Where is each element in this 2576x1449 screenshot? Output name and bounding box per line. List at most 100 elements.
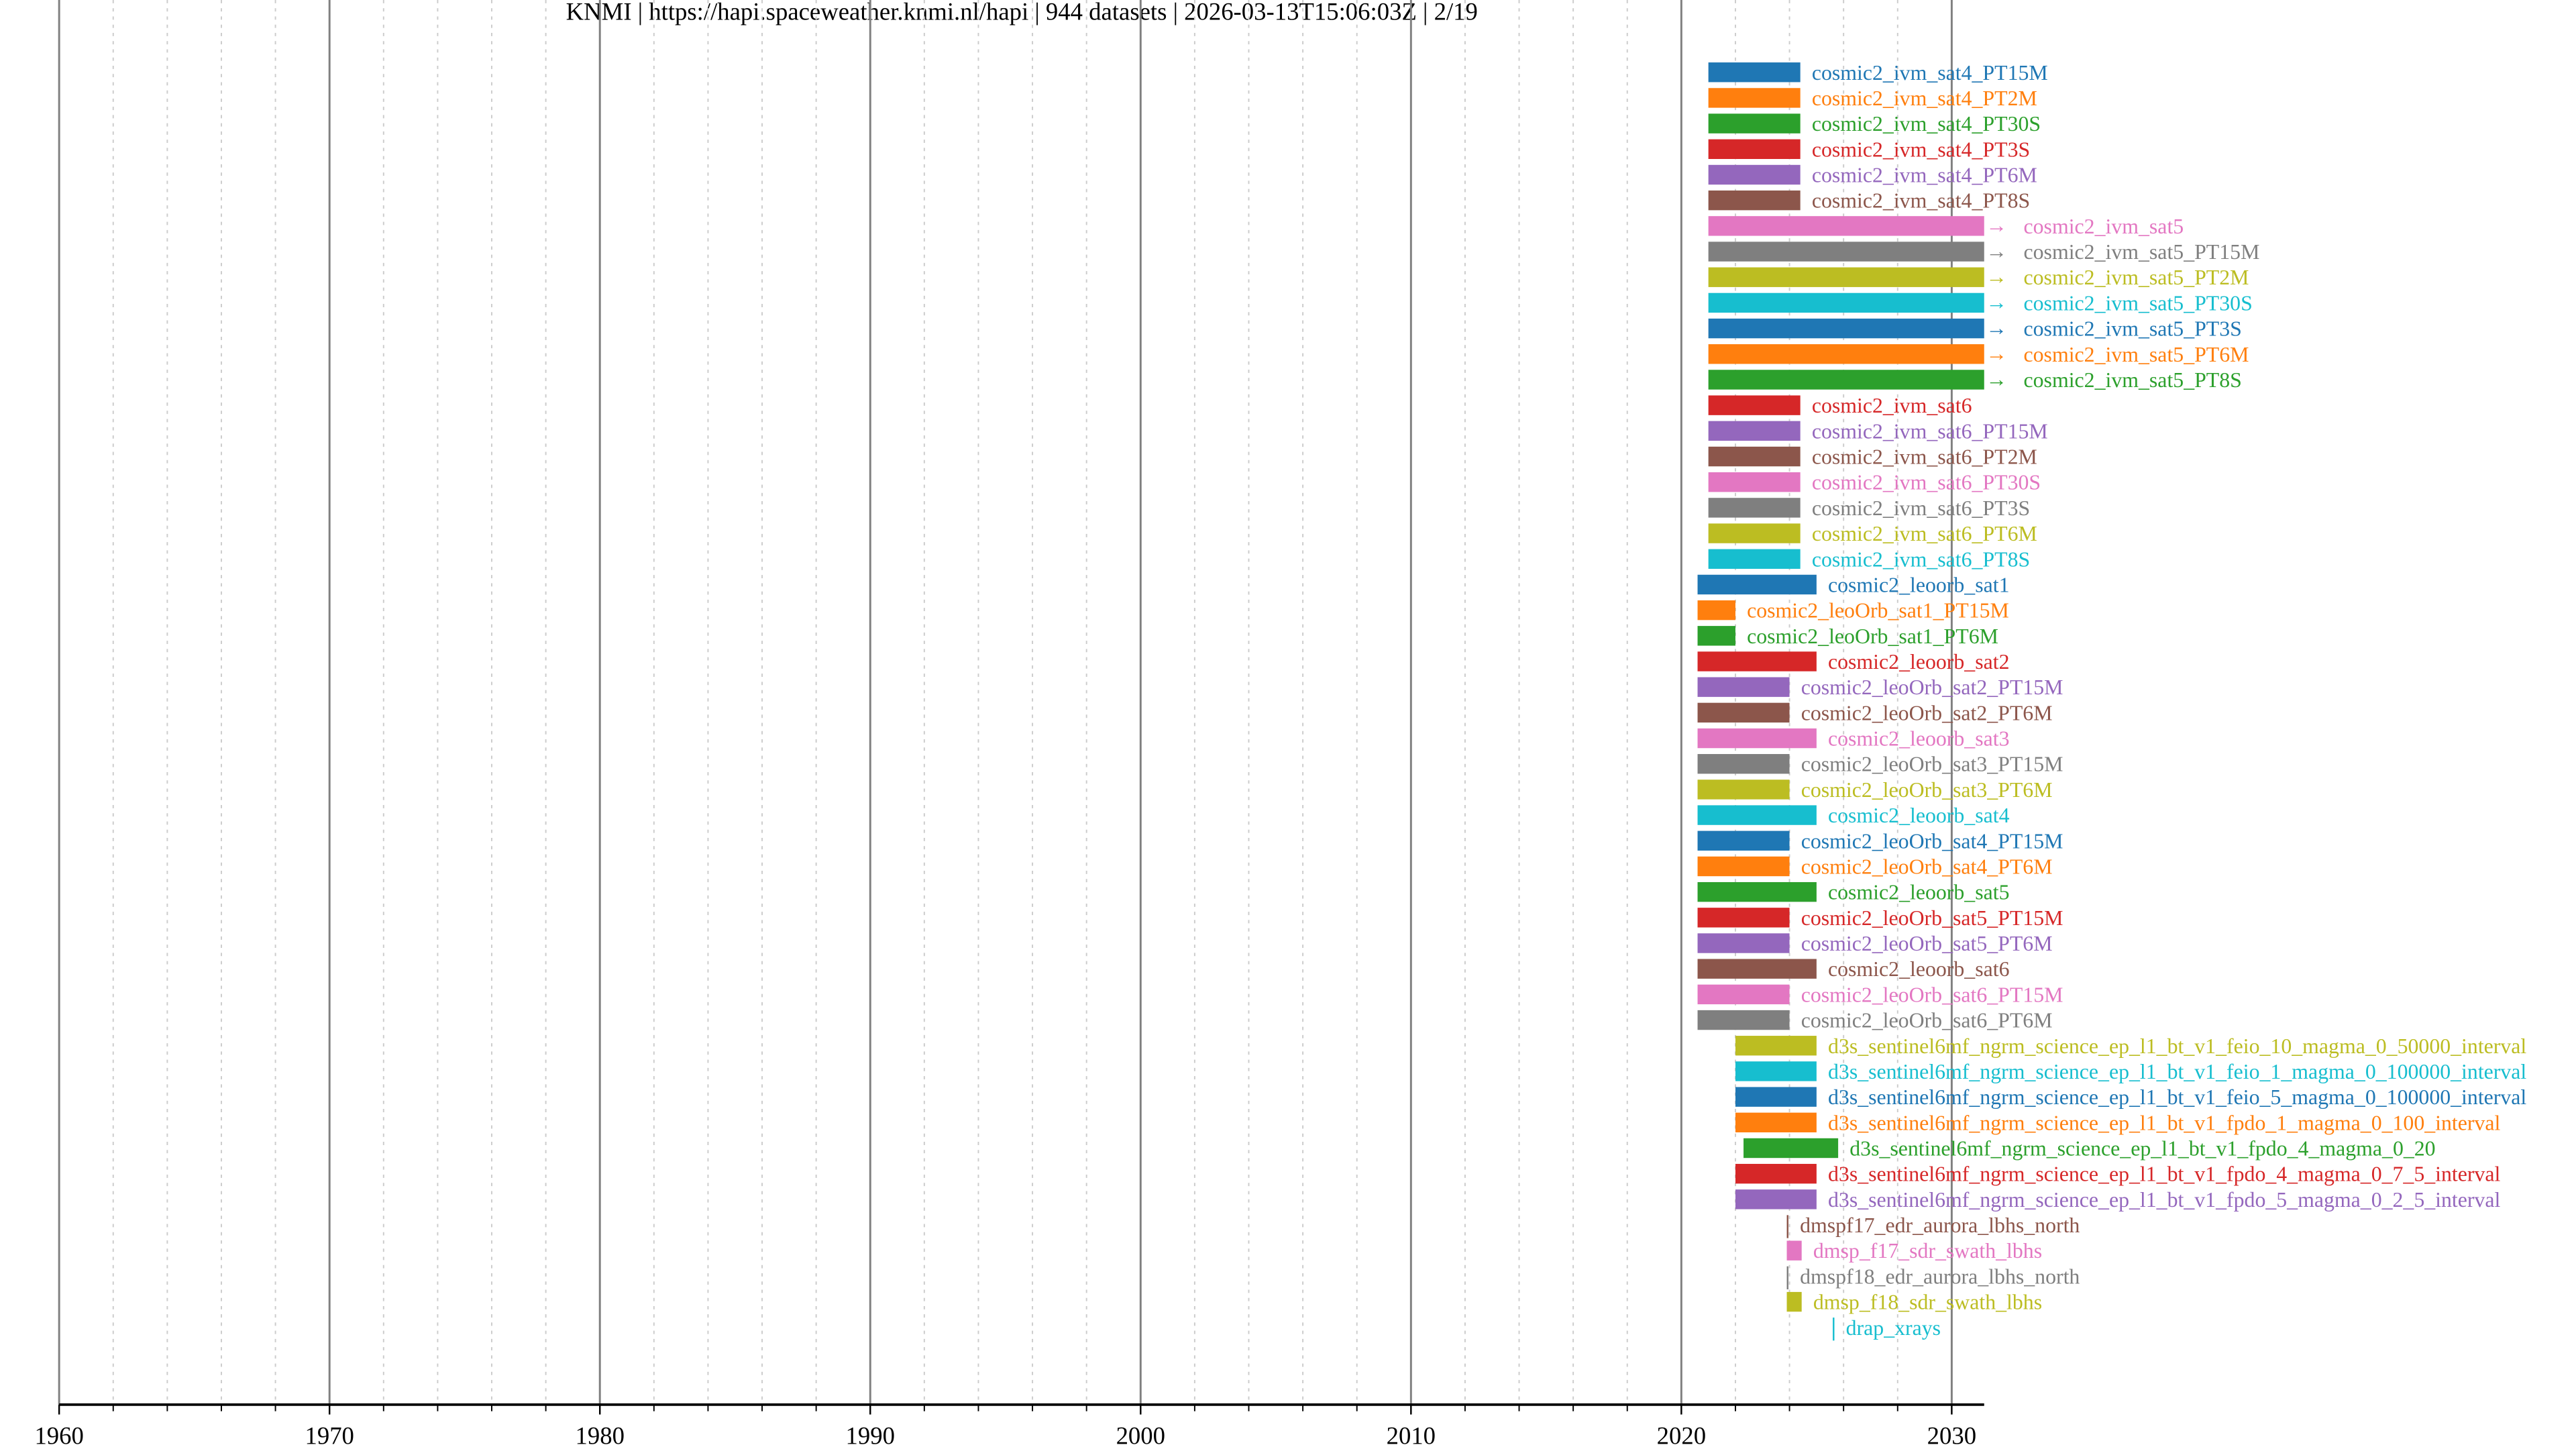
dataset-label: cosmic2_ivm_sat5_PT15M <box>2024 240 2260 264</box>
dataset-bar <box>1708 395 1801 415</box>
dataset-label: cosmic2_leoorb_sat4 <box>1828 804 2010 827</box>
ongoing-arrow-icon: → <box>1986 265 2007 288</box>
chart-title: KNMI | https://hapi.spaceweather.knmi.nl… <box>566 0 1478 25</box>
ongoing-arrow-icon: → <box>1986 368 2007 391</box>
dataset-bar <box>1708 421 1801 441</box>
dataset-bar <box>1708 139 1801 160</box>
ongoing-arrow-icon: → <box>1986 290 2007 314</box>
dataset-label: cosmic2_ivm_sat6_PT8S <box>1812 547 2030 571</box>
tick-label: 2010 <box>1387 1422 1436 1449</box>
dataset-bar <box>1786 1240 1802 1260</box>
dataset-label: cosmic2_ivm_sat4_PT8S <box>1812 189 2030 213</box>
dataset-bar <box>1833 1318 1835 1341</box>
tick-label: 1980 <box>576 1422 625 1449</box>
dataset-bar <box>1786 1291 1802 1312</box>
dataset-bar <box>1708 164 1801 185</box>
dataset-label: cosmic2_ivm_sat6 <box>1812 394 1972 417</box>
ongoing-arrow-icon: → <box>1986 239 2007 263</box>
dataset-label: d3s_sentinel6mf_ngrm_science_ep_l1_bt_v1… <box>1828 1188 2501 1212</box>
dataset-label: dmsp_f18_sdr_swath_lbhs <box>1813 1291 2042 1314</box>
tick-label: 1970 <box>305 1422 354 1449</box>
dataset-bar <box>1697 881 1817 902</box>
dataset-label: cosmic2_leoOrb_sat6_PT15M <box>1801 983 2063 1006</box>
dataset-bar <box>1743 1138 1839 1159</box>
grid <box>58 0 1953 1405</box>
dataset-bar <box>1697 702 1790 723</box>
tick-label: 2030 <box>1927 1422 1976 1449</box>
dataset-bar <box>1735 1087 1817 1107</box>
dataset-label: cosmic2_ivm_sat5 <box>2024 215 2184 238</box>
dataset-bar <box>1708 113 1801 133</box>
dataset-bar <box>1708 370 1984 390</box>
dataset-bar <box>1708 344 1984 364</box>
dataset-label: dmspf18_edr_aurora_lbhs_north <box>1800 1265 2080 1288</box>
dataset-bar <box>1697 1010 1790 1030</box>
dataset-label: d3s_sentinel6mf_ngrm_science_ep_l1_bt_v1… <box>1849 1137 2435 1161</box>
dataset-label: cosmic2_ivm_sat5_PT8S <box>2024 368 2242 392</box>
dataset-label: cosmic2_ivm_sat5_PT30S <box>2024 291 2253 315</box>
dataset-label: cosmic2_leoorb_sat5 <box>1828 881 2009 904</box>
dataset-label: cosmic2_leoOrb_sat6_PT6M <box>1801 1009 2053 1032</box>
dataset-label: cosmic2_leoOrb_sat1_PT15M <box>1747 599 2009 623</box>
x-axis: 1960 1970 1980 1990 2000 2010 2020 2030 <box>34 1403 1984 1449</box>
dataset-label: cosmic2_leoorb_sat3 <box>1828 727 2009 751</box>
dataset-label: cosmic2_ivm_sat6_PT15M <box>1812 419 2048 443</box>
tick-label: 2020 <box>1657 1422 1706 1449</box>
tick-label: 2000 <box>1116 1422 1165 1449</box>
dataset-bar <box>1697 574 1817 595</box>
dataset-bar <box>1786 1215 1788 1238</box>
dataset-bar <box>1708 292 1984 313</box>
dataset-label: cosmic2_ivm_sat4_PT15M <box>1812 61 2048 85</box>
dataset-bar <box>1697 780 1790 800</box>
dataset-label: cosmic2_ivm_sat6_PT30S <box>1812 471 2041 494</box>
dataset-label: cosmic2_ivm_sat4_PT3S <box>1812 138 2030 161</box>
ongoing-arrow-icon: → <box>1986 214 2007 237</box>
dataset-bar <box>1697 651 1817 672</box>
dataset-label: d3s_sentinel6mf_ngrm_science_ep_l1_bt_v1… <box>1828 1111 2501 1134</box>
dataset-bar <box>1697 830 1790 851</box>
dataset-label: cosmic2_leoorb_sat6 <box>1828 957 2009 981</box>
dataset-bar <box>1708 498 1801 518</box>
ongoing-arrow-icon: → <box>1986 316 2007 339</box>
dataset-label: cosmic2_ivm_sat4_PT6M <box>1812 164 2037 187</box>
dataset-bar <box>1708 446 1801 467</box>
dataset-label: d3s_sentinel6mf_ngrm_science_ep_l1_bt_v1… <box>1828 1060 2526 1083</box>
tick-label: 1990 <box>846 1422 895 1449</box>
dataset-label: cosmic2_ivm_sat6_PT6M <box>1812 522 2037 545</box>
dataset-bar <box>1735 1036 1817 1056</box>
dataset-label: cosmic2_leoOrb_sat2_PT15M <box>1801 676 2063 699</box>
dataset-bar <box>1708 549 1801 569</box>
dataset-bar <box>1697 933 1790 953</box>
dataset-bar <box>1786 1266 1788 1289</box>
dataset-bar <box>1708 190 1801 211</box>
dataset-bar <box>1708 318 1984 339</box>
dataset-bar <box>1735 1163 1817 1184</box>
dataset-label: cosmic2_leoOrb_sat5_PT6M <box>1801 932 2053 955</box>
dataset-label: dmspf17_edr_aurora_lbhs_north <box>1800 1214 2080 1237</box>
dataset-bar <box>1697 959 1817 979</box>
dataset-bar <box>1697 908 1790 928</box>
dataset-bar <box>1697 677 1790 697</box>
dataset-bar <box>1708 88 1801 108</box>
dataset-label: cosmic2_leoorb_sat2 <box>1828 650 2009 674</box>
dataset-label: cosmic2_leoOrb_sat1_PT6M <box>1747 625 1998 648</box>
tick-label: 1960 <box>34 1422 83 1449</box>
dataset-label: cosmic2_leoOrb_sat4_PT6M <box>1801 855 2053 878</box>
dataset-label: drap_xrays <box>1846 1316 1941 1340</box>
dataset-label: dmsp_f17_sdr_swath_lbhs <box>1813 1239 2042 1263</box>
dataset-label: cosmic2_leoOrb_sat3_PT6M <box>1801 778 2053 802</box>
dataset-bar <box>1697 754 1790 774</box>
dataset-bar <box>1697 626 1735 646</box>
ongoing-arrow-icon: → <box>1986 342 2007 366</box>
bars: cosmic2_ivm_sat4_PT15M cosmic2_ivm_sat4_P… <box>1697 61 2526 1341</box>
dataset-label: d3s_sentinel6mf_ngrm_science_ep_l1_bt_v1… <box>1828 1085 2526 1109</box>
dataset-bar <box>1697 805 1817 825</box>
dataset-label: cosmic2_leoorb_sat1 <box>1828 573 2009 596</box>
dataset-label: d3s_sentinel6mf_ngrm_science_ep_l1_bt_v1… <box>1828 1034 2526 1058</box>
dataset-label: cosmic2_ivm_sat6_PT2M <box>1812 445 2037 469</box>
dataset-label: cosmic2_leoOrb_sat5_PT15M <box>1801 906 2063 930</box>
dataset-label: cosmic2_ivm_sat4_PT30S <box>1812 112 2041 136</box>
dataset-bar <box>1735 1061 1817 1081</box>
dataset-bar <box>1697 600 1735 621</box>
